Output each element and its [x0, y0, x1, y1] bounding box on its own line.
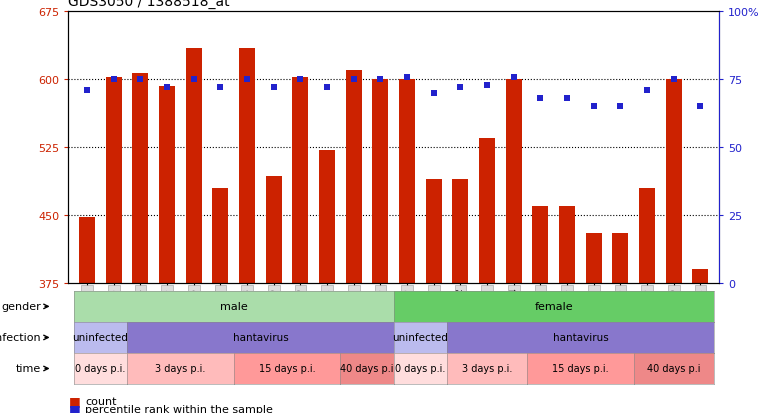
Bar — [319, 150, 335, 413]
Point — [534, 96, 546, 102]
Point — [694, 104, 706, 110]
Text: uninfected: uninfected — [393, 332, 448, 343]
Bar — [106, 77, 122, 413]
Bar — [586, 233, 602, 413]
Text: gender: gender — [2, 301, 41, 312]
Bar — [453, 179, 469, 413]
Bar — [266, 176, 282, 413]
Text: 0 days p.i.: 0 days p.i. — [75, 363, 126, 374]
Bar — [506, 80, 522, 413]
Text: ■: ■ — [68, 394, 80, 407]
Point — [321, 85, 333, 91]
Bar — [693, 269, 708, 413]
Text: GDS3050 / 1388518_at: GDS3050 / 1388518_at — [68, 0, 230, 9]
Text: female: female — [534, 301, 573, 312]
Bar — [559, 206, 575, 413]
Point — [641, 88, 653, 94]
Text: ■: ■ — [68, 402, 80, 413]
Text: 0 days p.i.: 0 days p.i. — [395, 363, 446, 374]
Text: 40 days p.i: 40 days p.i — [340, 363, 394, 374]
Point — [295, 77, 307, 83]
Point — [348, 77, 360, 83]
Text: 15 days p.i.: 15 days p.i. — [552, 363, 609, 374]
Bar — [533, 206, 549, 413]
Bar — [400, 80, 416, 413]
Point — [215, 85, 227, 91]
Point — [108, 77, 120, 83]
Bar — [132, 74, 148, 413]
Bar — [666, 80, 682, 413]
Text: infection: infection — [0, 332, 41, 343]
Point — [135, 77, 147, 83]
Point — [561, 96, 573, 102]
Bar — [186, 48, 202, 413]
Point — [587, 104, 600, 110]
Point — [401, 74, 413, 81]
Point — [454, 85, 466, 91]
Text: count: count — [85, 396, 116, 406]
Point — [81, 88, 94, 94]
Bar — [372, 80, 388, 413]
Point — [268, 85, 280, 91]
Bar — [159, 87, 175, 413]
Point — [614, 104, 626, 110]
Text: hantavirus: hantavirus — [552, 332, 608, 343]
Text: 40 days p.i: 40 days p.i — [647, 363, 701, 374]
Text: male: male — [220, 301, 247, 312]
Bar — [613, 233, 629, 413]
Bar — [639, 188, 655, 413]
Bar — [212, 188, 228, 413]
Point — [508, 74, 520, 81]
Bar — [239, 48, 255, 413]
Bar — [345, 71, 361, 413]
Text: 3 days p.i.: 3 days p.i. — [155, 363, 205, 374]
Point — [161, 85, 174, 91]
Text: percentile rank within the sample: percentile rank within the sample — [85, 404, 273, 413]
Bar — [426, 179, 442, 413]
Text: 15 days p.i.: 15 days p.i. — [259, 363, 316, 374]
Point — [241, 77, 253, 83]
Text: 3 days p.i.: 3 days p.i. — [462, 363, 512, 374]
Point — [667, 77, 680, 83]
Point — [428, 90, 440, 97]
Text: uninfected: uninfected — [72, 332, 129, 343]
Text: hantavirus: hantavirus — [233, 332, 288, 343]
Text: time: time — [16, 363, 41, 374]
Bar — [292, 78, 308, 413]
Bar — [79, 217, 95, 413]
Point — [374, 77, 387, 83]
Point — [188, 77, 200, 83]
Point — [481, 82, 493, 89]
Bar — [479, 139, 495, 413]
